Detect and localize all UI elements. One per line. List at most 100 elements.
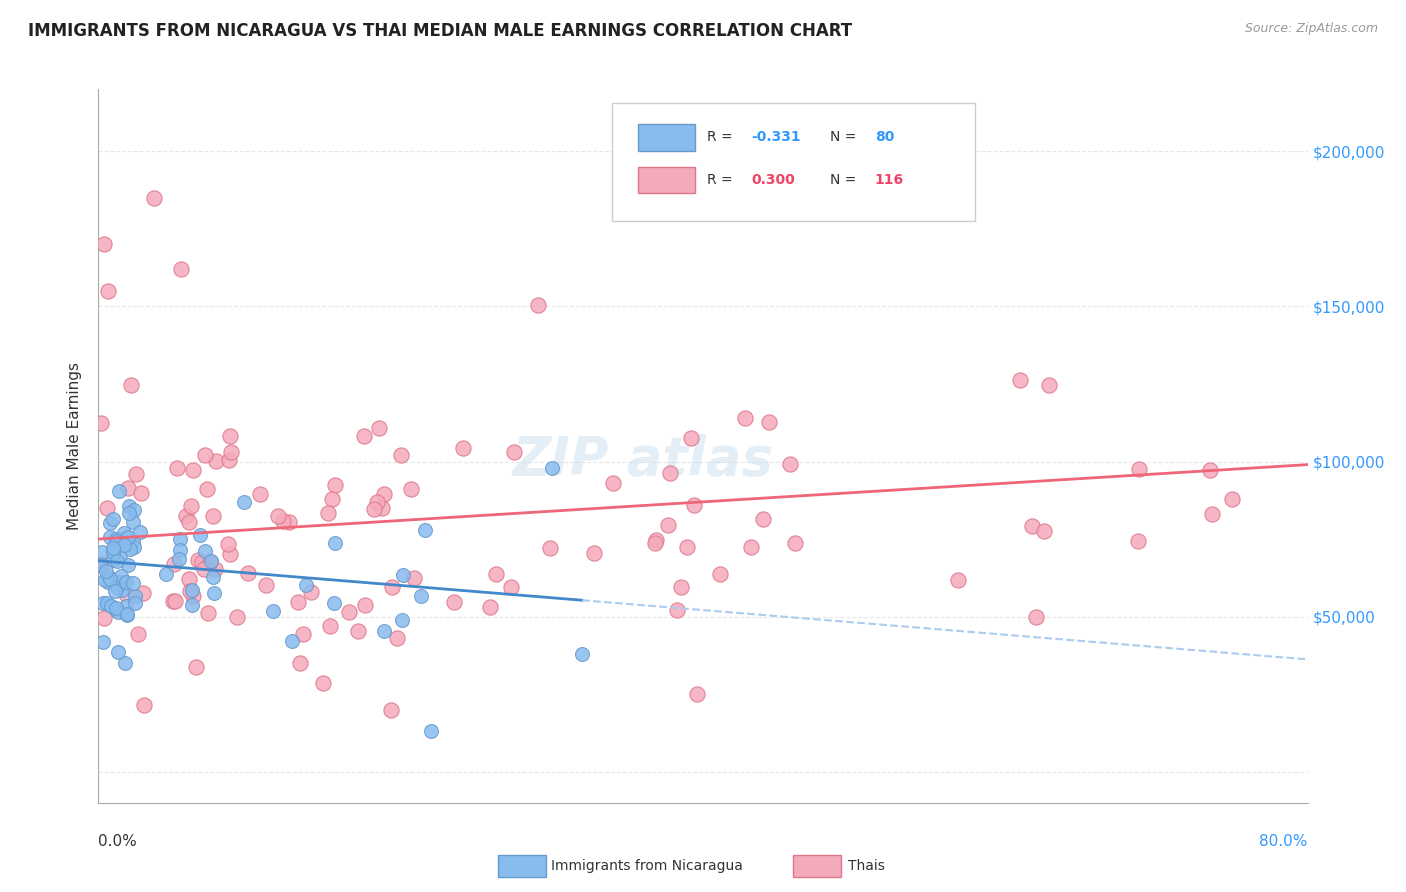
Text: Immigrants from Nicaragua: Immigrants from Nicaragua (551, 859, 742, 873)
Point (644, 533, 666, 547)
Point (686, 687, 709, 701)
Point (1126, 533, 1149, 548)
Point (187, 553, 209, 567)
Point (527, 298, 550, 312)
Point (96, 564, 118, 578)
Text: N =: N = (830, 173, 860, 186)
Point (103, 552, 125, 566)
Point (225, 609, 247, 624)
Point (186, 659, 208, 673)
Text: 0.300: 0.300 (751, 173, 796, 186)
Text: ZIP atlas: ZIP atlas (512, 434, 773, 486)
Point (946, 573, 969, 587)
Point (602, 476, 624, 491)
Point (105, 554, 128, 568)
Point (96, 596, 118, 610)
Text: R =: R = (707, 130, 737, 144)
Point (155, 567, 177, 582)
Point (271, 514, 294, 528)
Point (112, 538, 135, 552)
Point (205, 454, 228, 468)
Point (1032, 524, 1054, 538)
Point (131, 486, 153, 500)
Point (177, 516, 200, 530)
Point (104, 584, 127, 599)
Point (202, 508, 225, 523)
Point (294, 578, 316, 592)
Y-axis label: Median Male Earnings: Median Male Earnings (67, 362, 83, 530)
Point (198, 555, 221, 569)
Point (499, 580, 522, 594)
Point (128, 524, 150, 539)
Point (682, 498, 704, 512)
Point (734, 410, 756, 425)
Point (571, 647, 593, 661)
Point (318, 619, 340, 633)
Point (1038, 378, 1060, 392)
Point (124, 540, 146, 554)
Point (200, 554, 222, 568)
Point (90, 417, 112, 431)
Point (709, 566, 731, 581)
Point (98, 530, 121, 544)
Point (669, 580, 692, 594)
Point (221, 445, 243, 459)
Point (100, 516, 122, 530)
Text: IMMIGRANTS FROM NICARAGUA VS THAI MEDIAN MALE EARNINGS CORRELATION CHART: IMMIGRANTS FROM NICARAGUA VS THAI MEDIAN… (28, 22, 852, 40)
Point (236, 566, 259, 580)
Point (540, 460, 562, 475)
Point (181, 582, 204, 597)
Point (387, 632, 409, 646)
Point (479, 599, 502, 614)
Point (101, 545, 124, 559)
Point (180, 598, 202, 612)
Point (287, 595, 309, 609)
Point (191, 555, 214, 569)
Point (105, 532, 128, 546)
Point (204, 562, 226, 576)
Point (218, 453, 240, 467)
Point (117, 530, 139, 544)
Text: 0.0%: 0.0% (98, 834, 138, 849)
Point (758, 416, 780, 430)
Point (197, 607, 219, 621)
Point (389, 448, 412, 462)
Point (117, 482, 139, 496)
Point (195, 482, 218, 496)
Point (115, 607, 138, 622)
Point (162, 594, 184, 608)
Point (112, 526, 135, 541)
Point (325, 478, 347, 492)
Point (122, 534, 145, 549)
Point (254, 577, 277, 591)
Point (97, 284, 120, 298)
Point (110, 568, 132, 582)
Point (583, 546, 606, 560)
Point (188, 527, 211, 541)
Point (169, 533, 191, 547)
Point (278, 516, 301, 530)
Point (217, 537, 239, 551)
Point (104, 603, 127, 617)
Point (1128, 461, 1150, 475)
Point (134, 698, 156, 713)
FancyBboxPatch shape (613, 103, 976, 221)
Point (100, 599, 122, 613)
Point (380, 580, 402, 594)
Point (644, 536, 666, 550)
Point (194, 448, 217, 462)
Point (219, 429, 242, 443)
Point (174, 508, 197, 523)
Point (91, 544, 114, 558)
Point (167, 552, 190, 566)
Point (97, 574, 120, 589)
Point (391, 614, 413, 628)
Point (201, 570, 224, 584)
Point (451, 441, 474, 455)
Point (143, 191, 166, 205)
Point (233, 494, 256, 508)
Point (118, 506, 141, 520)
Text: Thais: Thais (848, 859, 884, 873)
Point (291, 627, 314, 641)
Point (94, 573, 117, 587)
